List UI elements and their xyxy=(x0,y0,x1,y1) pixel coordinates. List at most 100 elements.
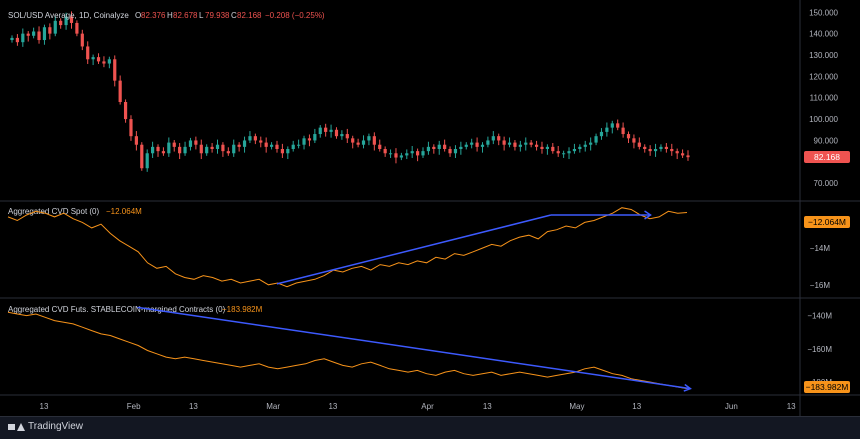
candle-body xyxy=(345,134,349,139)
time-axis: 13 Feb 13 Mar 13 Apr 13 May 13 Jun 13 xyxy=(40,402,797,411)
candle-body xyxy=(318,127,322,135)
ohlc-high-label: H xyxy=(167,11,173,20)
ohlc-change: −0.208 (−0.25%) xyxy=(265,11,325,20)
candle-body xyxy=(194,140,198,145)
candle-body xyxy=(378,144,382,149)
candle-body xyxy=(432,146,436,149)
candle-body xyxy=(567,151,571,154)
time-tick-label: Jun xyxy=(725,402,738,411)
price-tick-label: 100.000 xyxy=(809,115,838,124)
candle-body xyxy=(264,142,268,147)
time-tick-label: Apr xyxy=(421,402,434,411)
candle-body xyxy=(237,144,241,147)
candle-body xyxy=(632,138,636,143)
candle-body xyxy=(491,136,495,141)
candle-body xyxy=(534,144,539,147)
candle-body xyxy=(356,142,360,145)
candle-body xyxy=(334,129,339,137)
candle-body xyxy=(524,142,528,145)
time-tick-label: 13 xyxy=(787,402,796,411)
time-tick-label: 13 xyxy=(328,402,337,411)
candle-body xyxy=(96,57,101,62)
candle-body xyxy=(69,16,74,23)
candle-body xyxy=(583,144,587,147)
candle-body xyxy=(248,136,252,141)
price-tick-label: 140.000 xyxy=(809,30,838,39)
futs-tick-label: −140M xyxy=(807,312,832,321)
futs-cvd-badge xyxy=(804,381,850,393)
candle-body xyxy=(653,149,658,152)
candle-body xyxy=(562,153,566,155)
candle-body xyxy=(616,123,620,128)
ohlc-low-label: L xyxy=(199,11,204,20)
candle-body xyxy=(637,142,641,147)
price-tick-label: 130.000 xyxy=(809,51,838,60)
candle-body xyxy=(140,144,144,169)
candle-body xyxy=(129,119,133,137)
candle-body xyxy=(513,142,517,147)
candle-body xyxy=(594,136,598,143)
candle-body xyxy=(388,153,393,155)
futs-cvd-badge-label: −183.982M xyxy=(806,382,849,392)
candle-body xyxy=(410,151,414,154)
futs-downtrend-line[interactable] xyxy=(137,306,691,390)
spot-cvd-badge xyxy=(804,216,850,228)
candle-body xyxy=(459,146,463,149)
tradingview-logo-icon xyxy=(8,422,25,432)
candle-body xyxy=(664,146,668,149)
candle-body xyxy=(64,16,68,26)
candle-body xyxy=(599,131,604,137)
candle-body xyxy=(529,142,533,145)
candle-body xyxy=(448,149,452,154)
time-tick-label: 13 xyxy=(483,402,492,411)
candle-body xyxy=(383,149,387,154)
candle-body xyxy=(324,127,328,132)
time-tick-label: 13 xyxy=(40,402,49,411)
spot-uptrend-line[interactable] xyxy=(276,214,552,285)
candle-body xyxy=(480,144,485,147)
tradingview-brand[interactable]: TradingView xyxy=(8,421,83,432)
time-tick-label: May xyxy=(569,402,584,411)
candle-body xyxy=(686,155,690,158)
candle-body xyxy=(53,20,57,34)
price-candles xyxy=(10,11,690,172)
candle-body xyxy=(37,31,41,41)
futs-arrowhead-icon xyxy=(683,383,692,392)
candle-body xyxy=(367,136,371,141)
candle-body xyxy=(416,151,420,156)
candle-body xyxy=(578,146,582,149)
candle-body xyxy=(172,142,176,147)
candle-body xyxy=(75,22,79,34)
candle-body xyxy=(421,151,425,156)
candle-body xyxy=(610,123,614,128)
candle-body xyxy=(675,151,679,154)
candle-body xyxy=(123,102,128,120)
price-tick-label: 120.000 xyxy=(809,72,838,81)
candle-body xyxy=(453,149,458,154)
candle-body xyxy=(161,151,166,154)
candle-body xyxy=(80,33,84,47)
candle-body xyxy=(486,140,490,145)
spot-tick-label: −14M xyxy=(810,244,831,253)
spot-cvd-value: −12.064M xyxy=(106,207,142,216)
candle-body xyxy=(437,144,441,149)
candle-body xyxy=(372,136,376,145)
candle-body xyxy=(145,153,149,169)
candle-body xyxy=(199,144,203,154)
candle-body xyxy=(605,127,609,132)
candle-body xyxy=(670,149,674,152)
main-legend-title: SOL/USD Average, 1D, Coinalyze xyxy=(8,11,129,20)
candle-body xyxy=(102,61,106,64)
candle-body xyxy=(286,149,290,154)
spot-cvd-axis: −14M −16M xyxy=(810,244,831,290)
candle-body xyxy=(394,153,398,158)
spot-cvd-line xyxy=(7,207,688,288)
candle-body xyxy=(626,134,631,139)
candle-body xyxy=(470,142,474,145)
futs-cvd-title: Aggregated CVD Futs. STABLECOIN-margined… xyxy=(8,305,226,314)
candle-body xyxy=(507,142,512,145)
candle-body xyxy=(269,144,274,147)
candle-body xyxy=(399,155,403,158)
ohlc-low: 79.938 xyxy=(205,11,230,20)
